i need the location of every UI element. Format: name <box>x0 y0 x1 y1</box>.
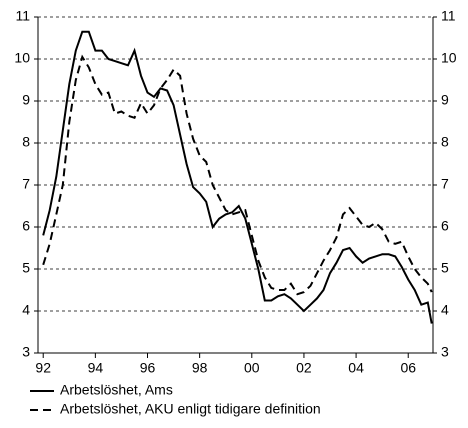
y2-tick-label: 5 <box>441 260 449 276</box>
y-tick-label: 5 <box>22 260 30 276</box>
x-tick-label: 04 <box>348 360 364 376</box>
y2-tick-label: 6 <box>441 218 449 234</box>
x-tick-label: 94 <box>88 360 104 376</box>
y2-tick-label: 8 <box>441 134 449 150</box>
x-tick-label: 02 <box>296 360 312 376</box>
x-tick-label: 06 <box>400 360 416 376</box>
y-tick-label: 8 <box>22 134 30 150</box>
y-tick-label: 3 <box>22 344 30 360</box>
series-line <box>42 54 433 296</box>
legend-label: Arbetslöshet, AKU enligt tidigare defini… <box>60 401 321 417</box>
y-tick-label: 11 <box>15 8 30 24</box>
y-tick-label: 4 <box>22 302 30 318</box>
y-tick-label: 9 <box>22 92 30 108</box>
x-tick-label: 92 <box>35 360 51 376</box>
y-tick-label: 7 <box>22 176 30 192</box>
y2-tick-label: 3 <box>441 344 449 360</box>
y2-tick-label: 10 <box>441 50 457 66</box>
legend-label: Arbetslöshet, Ams <box>60 382 173 398</box>
x-tick-label: 96 <box>140 360 156 376</box>
y-tick-label: 6 <box>22 218 30 234</box>
y2-tick-label: 7 <box>441 176 449 192</box>
y-tick-label: 10 <box>14 50 30 66</box>
y2-tick-label: 11 <box>441 8 456 24</box>
series-line <box>42 30 433 324</box>
y2-tick-label: 9 <box>441 92 449 108</box>
x-tick-label: 98 <box>192 360 208 376</box>
y2-tick-label: 4 <box>441 302 449 318</box>
x-tick-label: 00 <box>244 360 260 376</box>
